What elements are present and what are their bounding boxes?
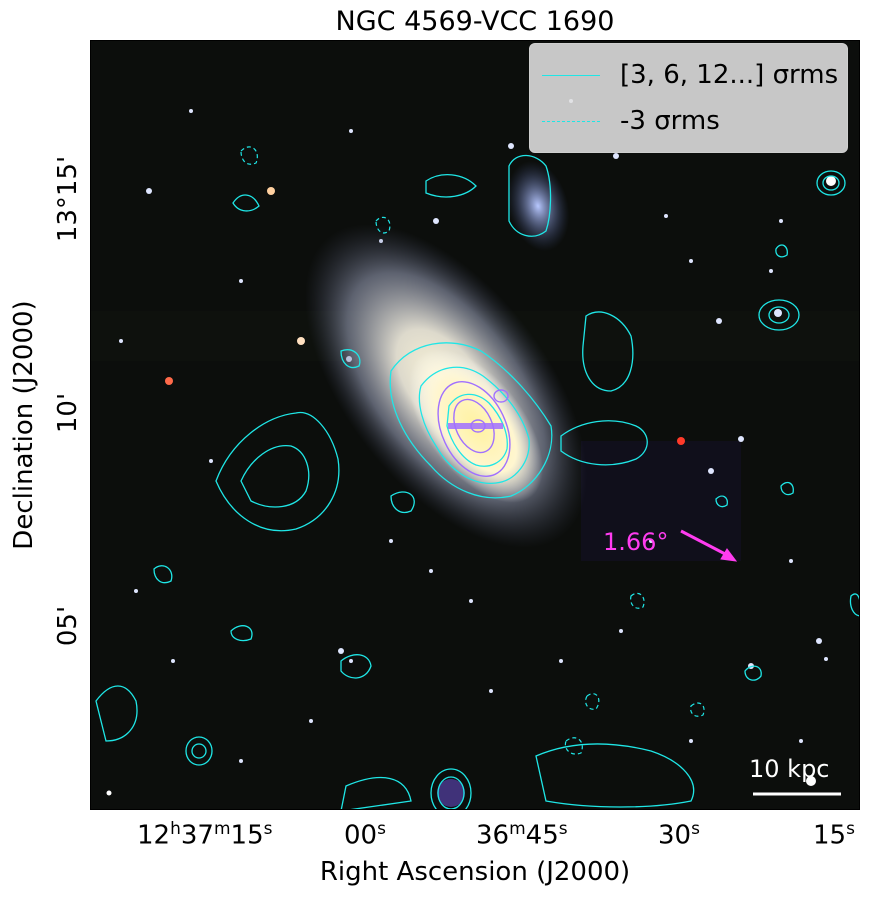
legend-entry-positive: [3, 6, 12...] σrms xyxy=(530,56,847,96)
scale-bar-label: 10 kpc xyxy=(749,755,830,783)
star-field xyxy=(106,99,836,796)
ra-tick-label: 00s xyxy=(344,819,386,851)
companion-galaxy xyxy=(506,160,570,252)
sky-image-panel xyxy=(90,40,860,810)
direction-arrow xyxy=(680,529,738,562)
dec-tick-label: 13°15' xyxy=(53,155,83,243)
x-axis-label: Right Ascension (J2000) xyxy=(319,857,631,887)
legend-label-positive: [3, 6, 12...] σrms xyxy=(620,60,839,90)
legend-dashed-line xyxy=(542,121,600,122)
ra-tick-label: 12h37m15s xyxy=(137,819,273,851)
legend-solid-line xyxy=(542,75,600,76)
dec-tick-label: 05' xyxy=(53,605,83,647)
hi-contours xyxy=(95,154,859,809)
negative-contours xyxy=(240,146,705,755)
ra-tick-label: 36m45s xyxy=(476,819,568,851)
legend-entry-negative: -3 σrms xyxy=(530,102,847,142)
ra-tick-label: 30s xyxy=(658,819,700,851)
y-axis-label: Declination (J2000) xyxy=(9,300,39,550)
dec-tick-label: 10' xyxy=(53,392,83,434)
angle-label: 1.66° xyxy=(603,528,669,556)
legend-label-negative: -3 σrms xyxy=(620,106,720,136)
inner-contours xyxy=(437,381,511,477)
ra-tick-label: 15s xyxy=(813,819,855,851)
figure-title: NGC 4569-VCC 1690 xyxy=(335,6,615,37)
sky-image xyxy=(91,41,859,809)
legend: [3, 6, 12...] σrms -3 σrms xyxy=(529,43,848,153)
